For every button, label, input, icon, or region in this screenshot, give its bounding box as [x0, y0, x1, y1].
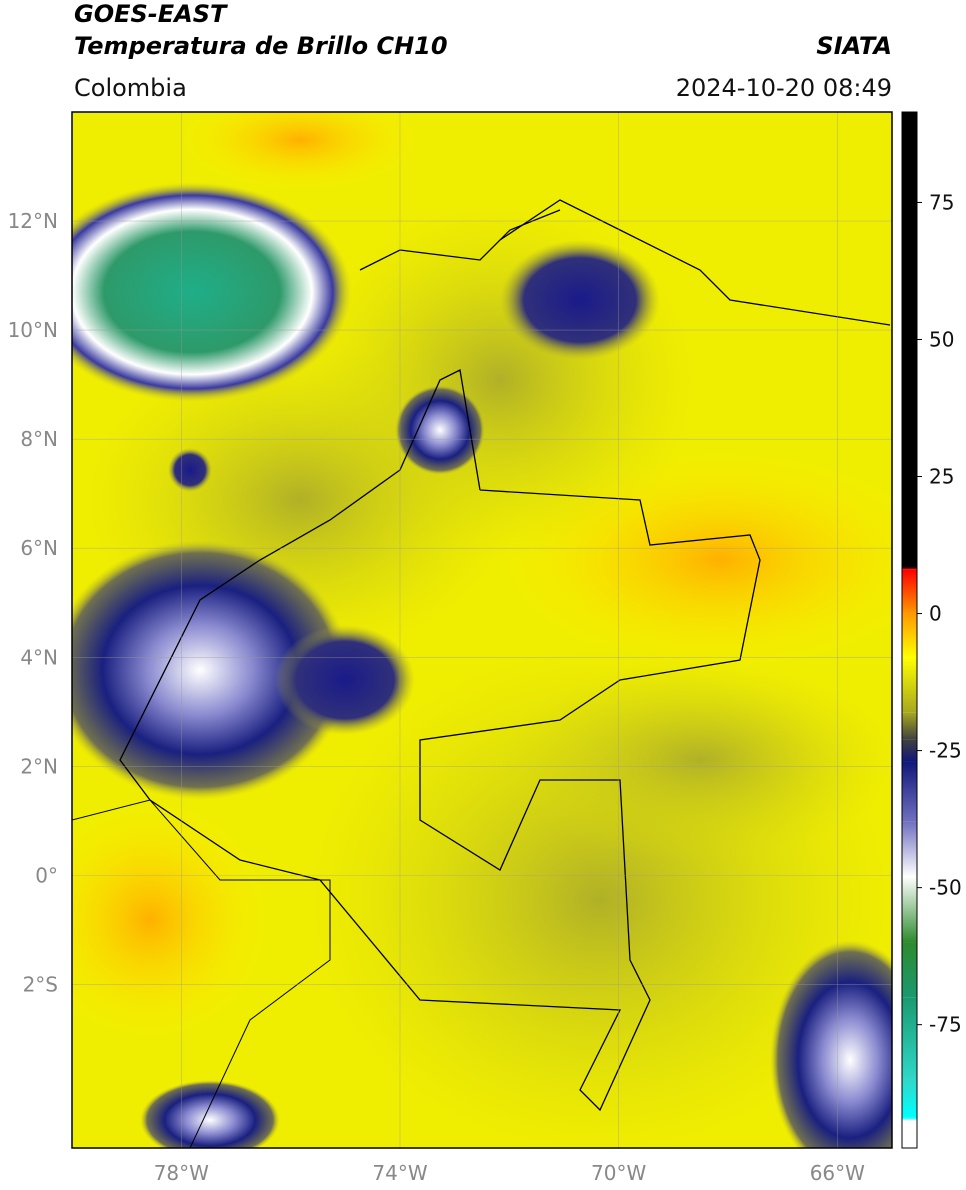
- lon-tick-label: 74°W: [372, 1161, 427, 1185]
- colorbar-tick-label: -25: [929, 739, 962, 763]
- colorbar-segment: [902, 712, 917, 740]
- grid: [72, 112, 892, 1148]
- lat-tick-label: 12°N: [8, 209, 58, 233]
- lat-tick-label: 4°N: [20, 645, 58, 669]
- colorbar-segment: [902, 112, 917, 567]
- datetime: 2024-10-20 08:49: [676, 74, 892, 102]
- colorbar-segment: [902, 613, 917, 658]
- lon-tick-label: 66°W: [810, 1161, 865, 1185]
- map-frame: [71, 111, 893, 1149]
- colorbar-tick-label: 0: [929, 602, 942, 626]
- title: GOES-EAST: [74, 0, 228, 28]
- colorbar-segment: [902, 876, 917, 943]
- lon-tick-label: 78°W: [154, 1161, 209, 1185]
- map-image: [72, 112, 892, 1148]
- colorbar-segment: [902, 566, 917, 570]
- colorbar-segment: [902, 997, 917, 1080]
- colorbar-segment: [902, 739, 917, 762]
- lat-tick-label: 0°: [35, 863, 58, 887]
- lat-tick-label: 8°N: [20, 427, 58, 451]
- colorbar-segment: [902, 1079, 917, 1118]
- colorbar-tick-label: 25: [929, 465, 954, 489]
- region: Colombia: [74, 74, 187, 102]
- colorbar-tick-label: -75: [929, 1013, 962, 1037]
- subtitle: Temperatura de Brillo CH10: [74, 32, 448, 60]
- colorbar-tick-label: -50: [929, 876, 962, 900]
- lon-tick-label: 70°W: [591, 1161, 646, 1185]
- colorbar-segment: [902, 942, 917, 998]
- colorbar-segment: [902, 1120, 917, 1148]
- colorbar-segment: [902, 761, 917, 822]
- colorbar-segment: [902, 1117, 917, 1121]
- colorbar-segment: [902, 657, 917, 713]
- colorbar-frame: [901, 111, 918, 1149]
- colorbar-segment: [902, 821, 917, 877]
- colorbar-tick-label: 50: [929, 327, 954, 351]
- colorbar-tick-label: 75: [929, 190, 954, 214]
- lat-tick-label: 6°N: [20, 536, 58, 560]
- colorbar: [902, 112, 917, 1148]
- source: SIATA: [816, 32, 892, 60]
- lat-tick-label: 2°N: [20, 754, 58, 778]
- lat-tick-label: 2°S: [23, 972, 58, 996]
- colorbar-segment: [902, 569, 917, 614]
- lat-tick-label: 10°N: [8, 318, 58, 342]
